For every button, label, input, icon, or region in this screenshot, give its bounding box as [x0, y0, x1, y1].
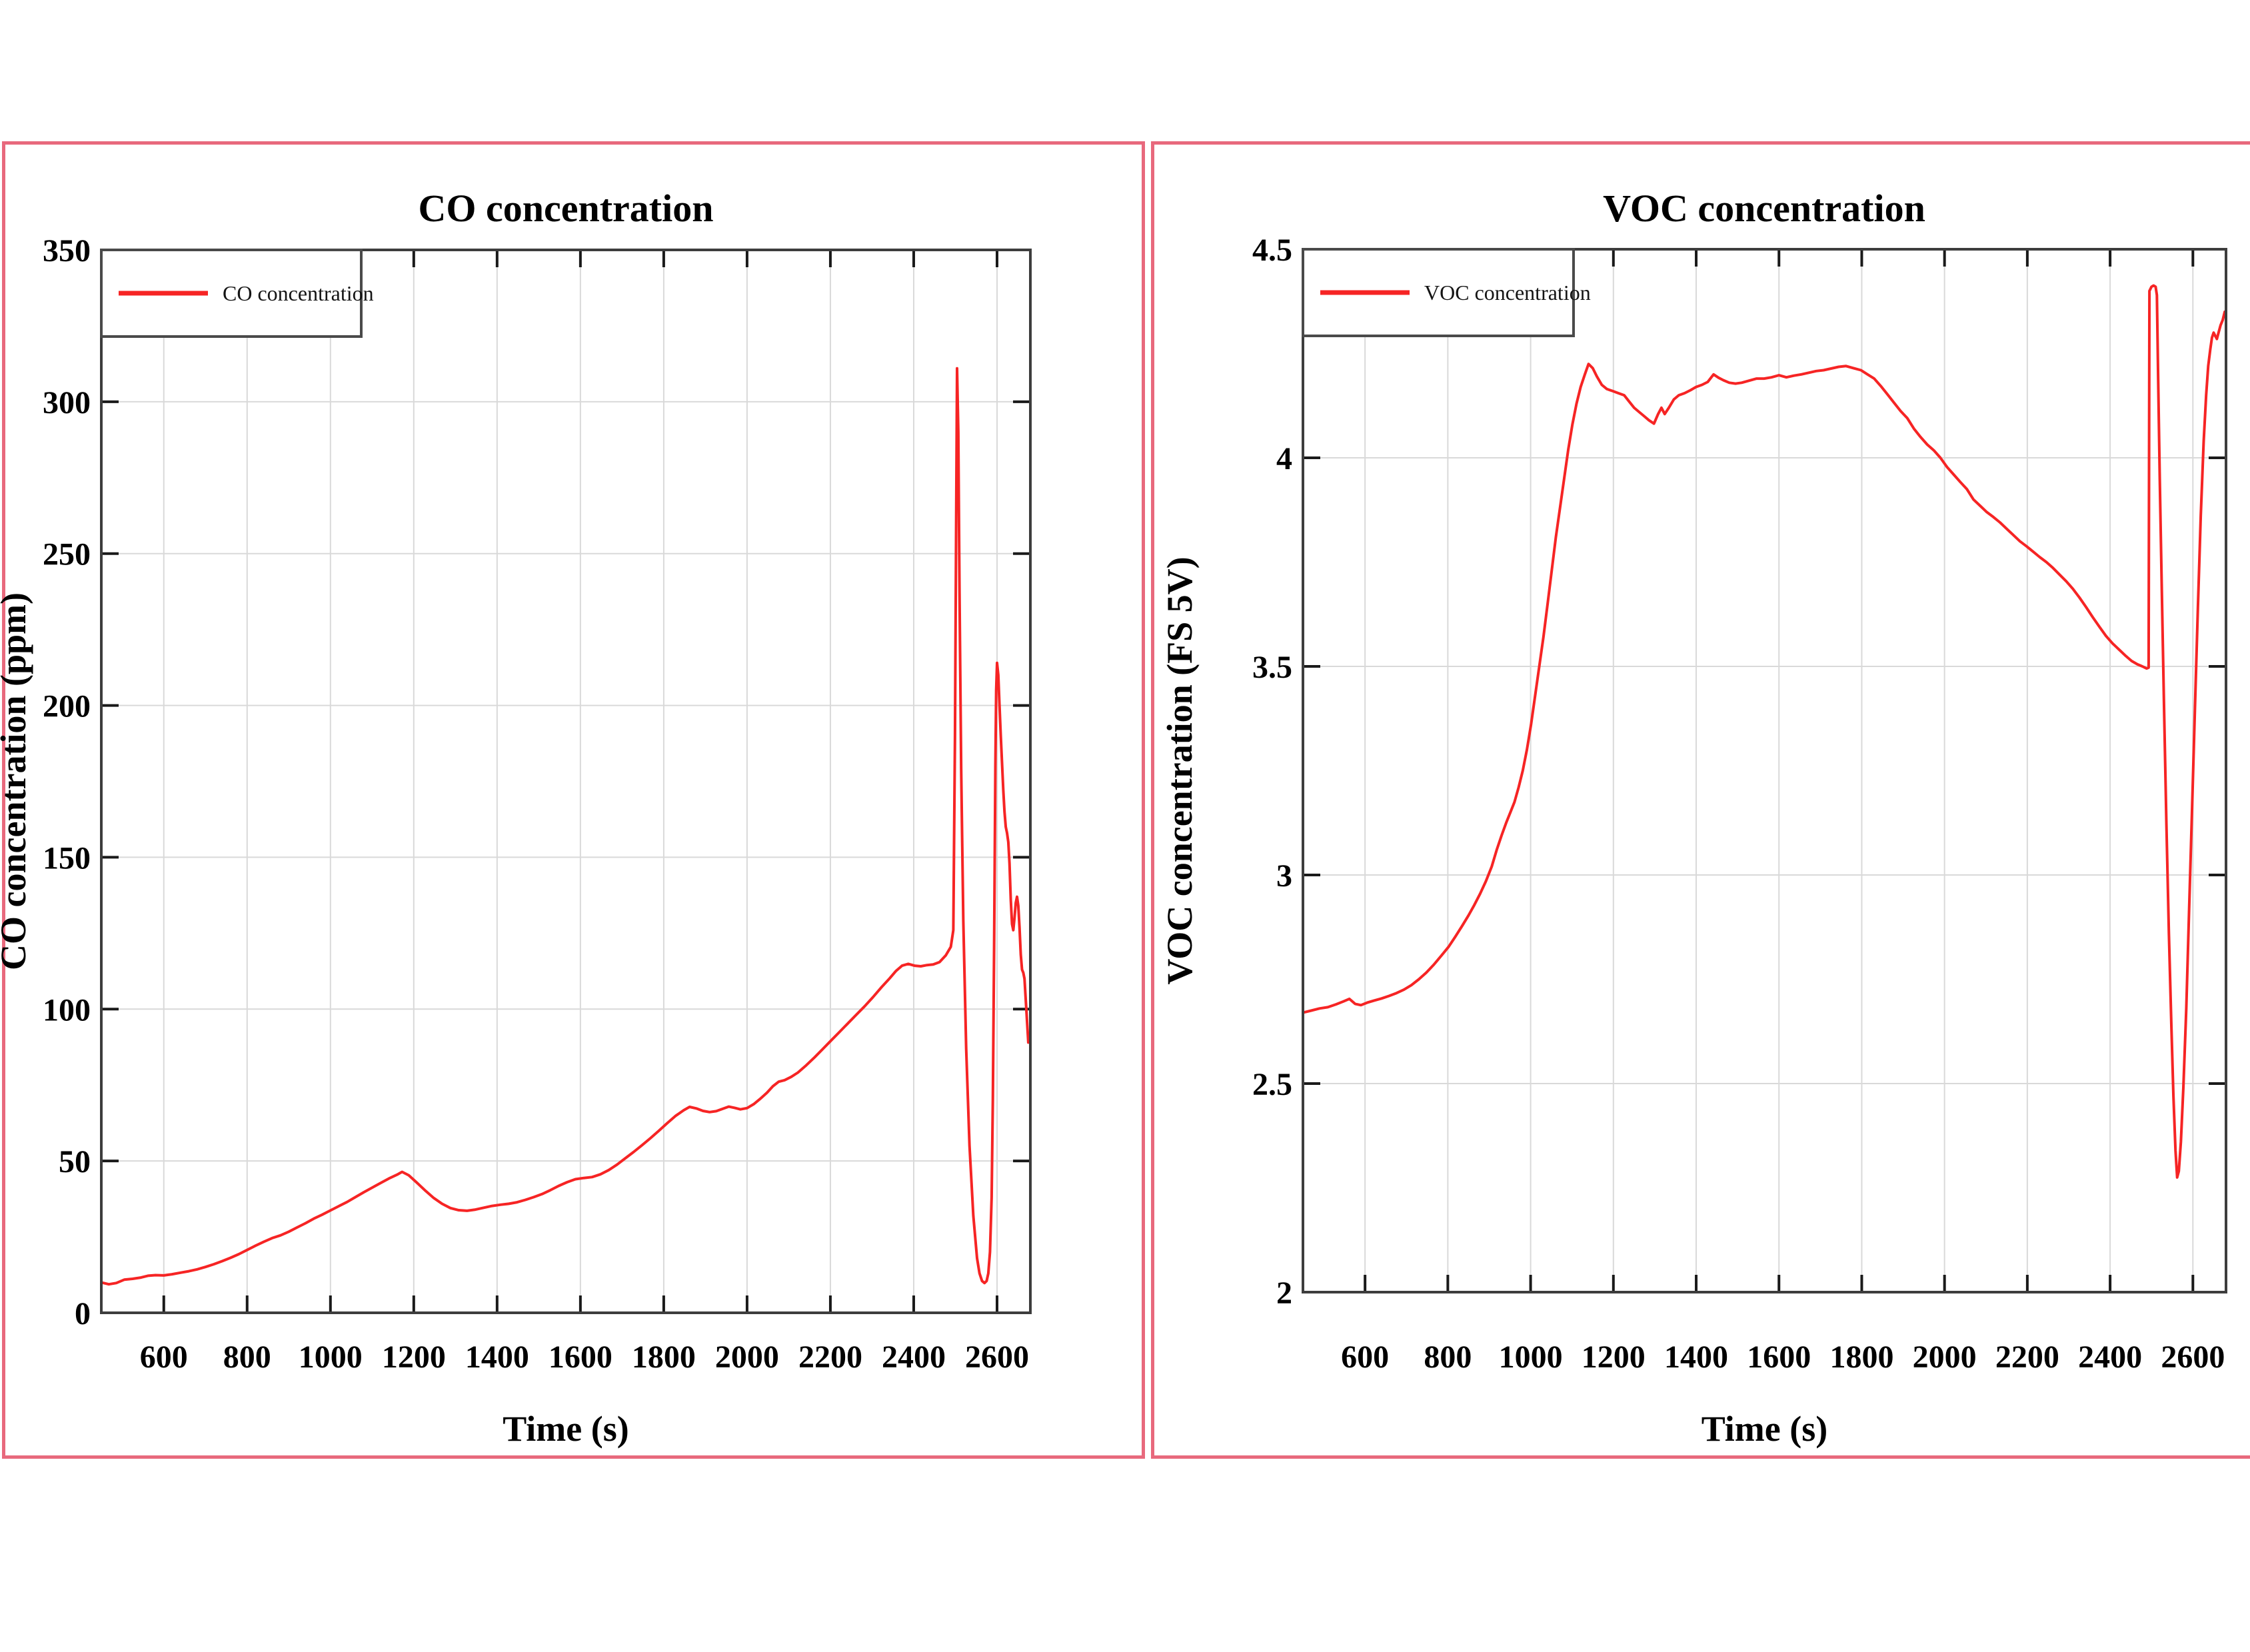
x-tick-label: 2200 [1995, 1339, 2059, 1375]
y-tick-label: 350 [43, 233, 91, 269]
grid-lines [101, 249, 1030, 1313]
y-tick-label: 200 [43, 689, 91, 724]
y-tick-label: 100 [43, 992, 91, 1028]
x-tick-label: 800 [1424, 1339, 1472, 1375]
x-tick-label: 1000 [1499, 1339, 1563, 1375]
x-tick-label: 2400 [2078, 1339, 2142, 1375]
legend-box: CO concentration [100, 249, 374, 338]
x-tick-label: 1600 [1747, 1339, 1811, 1375]
y-tick-label: 2 [1276, 1275, 1292, 1311]
x-tick-label: 2000 [715, 1339, 779, 1375]
voc-concentration-chart: 600 800 1000 1200 1400 1600 1800 2000 2200 2400 26… [1160, 187, 2227, 1449]
x-axis-label: Time (s) [1701, 1409, 1827, 1449]
y-axis-label: CO concentration (ppm) [0, 592, 33, 970]
y-axis-label: VOC concentration (FS 5V) [1160, 556, 1200, 984]
co-series-line [100, 367, 1030, 1286]
x-axis-label: Time (s) [503, 1409, 628, 1449]
plot-frame [1302, 248, 2227, 1293]
chart-title: VOC concentration [1603, 187, 1925, 230]
x-tick-label: 1000 [299, 1339, 363, 1375]
y-tick-label: 250 [43, 537, 91, 572]
voc-chart-panel [1151, 141, 2250, 1459]
tick-marks [101, 249, 1030, 1314]
y-tick-label: 4.5 [1252, 233, 1292, 268]
plot-frame [100, 249, 1032, 1314]
x-tick-label: 1200 [1582, 1339, 1646, 1375]
x-tick-label: 1600 [549, 1339, 612, 1375]
tick-marks [1303, 248, 2226, 1293]
x-tick-label: 800 [223, 1339, 271, 1375]
x-tick-label: 2400 [882, 1339, 946, 1375]
x-tick-label: 2200 [798, 1339, 862, 1375]
voc-series-line [1302, 284, 2227, 1179]
x-tick-label: 600 [140, 1339, 188, 1375]
y-tick-label: 3.5 [1252, 650, 1292, 685]
tick-labels: 600 800 1000 1200 1400 1600 1800 2000 2200 2400 26… [1252, 233, 2225, 1375]
y-tick-label: 3 [1276, 858, 1292, 894]
y-tick-label: 2.5 [1252, 1067, 1292, 1102]
y-tick-label: 4 [1276, 441, 1292, 476]
legend-box: VOC concentration [1302, 248, 1591, 337]
x-tick-label: 600 [1341, 1339, 1389, 1375]
x-tick-label: 2600 [965, 1339, 1029, 1375]
y-tick-label: 50 [59, 1144, 91, 1180]
x-tick-label: 1800 [632, 1339, 696, 1375]
co-concentration-chart: 600 800 1000 1200 1400 1600 1800 2000 2200 2400 26… [0, 187, 1032, 1449]
x-tick-label: 1800 [1829, 1339, 1893, 1375]
legend-label: VOC concentration [1424, 281, 1591, 305]
y-tick-label: 0 [75, 1296, 91, 1331]
y-tick-label: 150 [43, 840, 91, 876]
x-tick-label: 1400 [465, 1339, 529, 1375]
x-tick-label: 2600 [2161, 1339, 2225, 1375]
x-tick-label: 2000 [1913, 1339, 1977, 1375]
grid-lines [1303, 249, 2226, 1293]
tick-labels: 600 800 1000 1200 1400 1600 1800 2000 2200 2400 26… [43, 233, 1029, 1375]
legend-label: CO concentration [223, 281, 374, 305]
x-tick-label: 1200 [382, 1339, 446, 1375]
x-tick-label: 1400 [1664, 1339, 1728, 1375]
y-tick-label: 300 [43, 385, 91, 420]
chart-title: CO concentration [419, 187, 714, 230]
